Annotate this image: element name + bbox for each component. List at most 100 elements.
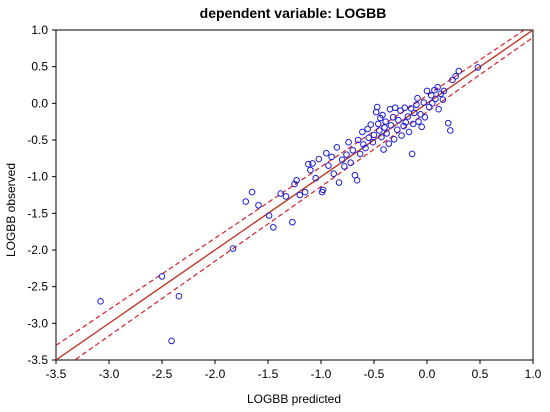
data-point — [365, 134, 373, 142]
data-point — [385, 140, 393, 147]
data-point — [425, 103, 433, 111]
data-point — [407, 105, 415, 112]
data-point — [405, 128, 413, 136]
data-point — [455, 67, 463, 75]
data-point — [354, 136, 362, 144]
data-point — [325, 162, 332, 169]
data-point — [175, 292, 183, 300]
data-point — [291, 180, 298, 188]
data-point — [452, 72, 459, 80]
data-point — [383, 130, 391, 137]
data-point — [277, 190, 285, 197]
y-tick-label: 0.0 — [31, 96, 48, 110]
data-point — [347, 159, 354, 167]
data-point — [270, 223, 277, 231]
data-point — [333, 144, 341, 151]
data-point — [293, 177, 300, 184]
data-point — [420, 99, 428, 106]
data-point — [444, 119, 452, 127]
data-point — [307, 166, 314, 174]
x-tick-label: -2.5 — [152, 367, 173, 381]
x-tick-label: 0.5 — [472, 367, 489, 381]
data-point — [359, 128, 366, 136]
data-point — [379, 111, 386, 119]
y-tick-label: -1.0 — [27, 170, 48, 184]
data-point — [434, 83, 441, 91]
data-point — [345, 138, 352, 146]
data-point — [309, 160, 316, 167]
x-tick-label: 0.0 — [419, 367, 436, 381]
data-point — [229, 245, 237, 252]
data-point — [296, 191, 304, 199]
data-point — [409, 120, 417, 128]
data-point — [435, 105, 442, 113]
data-point — [360, 141, 367, 148]
x-tick-label: -2.0 — [205, 367, 226, 381]
data-point — [353, 177, 361, 184]
chart-title: dependent variable: LOGBB — [200, 5, 387, 21]
data-point — [394, 126, 401, 134]
data-point — [429, 100, 436, 107]
data-point — [413, 101, 420, 109]
x-tick-label: -1.0 — [311, 367, 332, 381]
data-point — [248, 188, 256, 196]
plot-frame — [55, 29, 534, 361]
data-point — [400, 122, 407, 130]
data-point — [304, 160, 312, 168]
data-point — [401, 104, 409, 112]
data-point — [343, 151, 350, 158]
x-tick-label: -0.5 — [364, 367, 385, 381]
confidence-band-lower — [73, 36, 533, 360]
data-point — [367, 121, 375, 128]
data-points — [97, 64, 482, 345]
data-point — [265, 212, 273, 219]
data-point — [418, 123, 426, 131]
data-point — [421, 113, 429, 121]
data-point — [387, 122, 395, 129]
data-point — [447, 127, 454, 134]
data-point — [386, 105, 394, 113]
data-point — [382, 118, 389, 125]
data-point — [168, 337, 175, 345]
regression-line — [56, 30, 533, 360]
data-point — [315, 155, 323, 163]
data-point — [474, 64, 482, 71]
x-tick-label: -3.0 — [99, 367, 120, 381]
data-point — [374, 120, 382, 128]
data-point — [97, 298, 104, 305]
y-tick-label: 1.0 — [31, 23, 48, 37]
data-point — [282, 193, 290, 200]
data-point — [423, 87, 431, 95]
data-point — [323, 149, 330, 157]
data-point — [398, 132, 405, 139]
data-point — [370, 131, 378, 139]
data-point — [415, 118, 422, 125]
y-tick-label: 0.5 — [31, 60, 48, 74]
data-point — [341, 163, 348, 170]
data-point — [362, 144, 369, 152]
data-point — [301, 188, 309, 196]
y-axis-label: LOGBB observed — [4, 163, 18, 257]
data-point — [414, 94, 421, 102]
y-tick-label: -0.5 — [27, 133, 48, 147]
fit-lines — [56, 30, 533, 360]
data-point — [335, 179, 343, 186]
data-point — [427, 91, 435, 99]
data-point — [380, 146, 387, 153]
data-point — [410, 109, 418, 117]
data-point — [289, 218, 296, 226]
data-point — [364, 125, 371, 133]
data-point — [440, 87, 448, 95]
data-point — [242, 198, 250, 205]
plot-area — [55, 29, 534, 361]
x-tick-label: -1.5 — [258, 367, 279, 381]
data-point — [439, 96, 447, 103]
data-point — [158, 273, 166, 280]
data-point — [349, 146, 357, 154]
data-point — [255, 201, 262, 209]
data-point — [338, 156, 346, 164]
y-tick-label: -2.5 — [27, 280, 48, 294]
data-point — [312, 174, 320, 182]
data-point — [328, 153, 335, 161]
